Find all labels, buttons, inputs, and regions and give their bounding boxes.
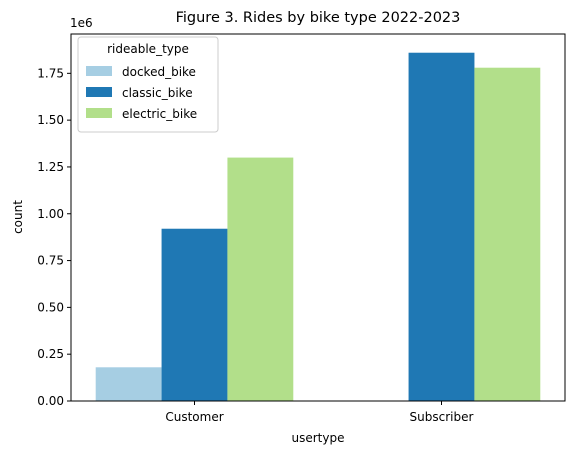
x-axis-label: usertype bbox=[292, 431, 345, 445]
y-axis-label: count bbox=[11, 200, 25, 234]
legend-title: rideable_type bbox=[107, 42, 189, 56]
x-tick-label: Subscriber bbox=[410, 410, 474, 424]
x-axis: Customer Subscriber bbox=[165, 401, 474, 424]
bar-classic_bike-customer bbox=[161, 228, 228, 401]
bar-electric_bike-customer bbox=[227, 157, 294, 401]
legend-swatch-docked_bike bbox=[86, 66, 112, 76]
bar-docked_bike-customer bbox=[95, 367, 162, 401]
y-tick-label: 1.75 bbox=[37, 66, 64, 80]
legend-swatch-electric_bike bbox=[86, 108, 112, 118]
legend-label-docked_bike: docked_bike bbox=[122, 65, 196, 79]
legend-label-electric_bike: electric_bike bbox=[122, 107, 197, 121]
bar-classic_bike-subscriber bbox=[408, 52, 475, 401]
y-tick-label: 1.25 bbox=[37, 160, 64, 174]
y-tick-label: 1.50 bbox=[37, 113, 64, 127]
plot-frame bbox=[70, 33, 566, 402]
y-tick-label: 0.50 bbox=[37, 300, 64, 314]
legend-swatch-classic_bike bbox=[86, 87, 112, 97]
legend: rideable_type docked_bike classic_bikeele… bbox=[77, 36, 219, 133]
y-tick-label: 0.00 bbox=[37, 394, 64, 408]
legend-frame bbox=[77, 36, 219, 133]
y-tick-label: 1.00 bbox=[37, 207, 64, 221]
chart-title: Figure 3. Rides by bike type 2022-2023 bbox=[176, 10, 461, 26]
legend-label-classic_bike: classic_bike bbox=[122, 86, 193, 100]
y-tick-label: 0.75 bbox=[37, 254, 64, 268]
y-tick-label: 0.25 bbox=[37, 347, 64, 361]
y-axis: 0.00 0.25 0.50 0.75 1.00 1.25 1.50 1.75 bbox=[37, 66, 71, 408]
y-scale-label: 1e6 bbox=[70, 16, 93, 30]
bar-electric_bike-subscriber bbox=[474, 67, 541, 401]
bars-group bbox=[95, 52, 541, 401]
x-tick-label: Customer bbox=[165, 410, 223, 424]
